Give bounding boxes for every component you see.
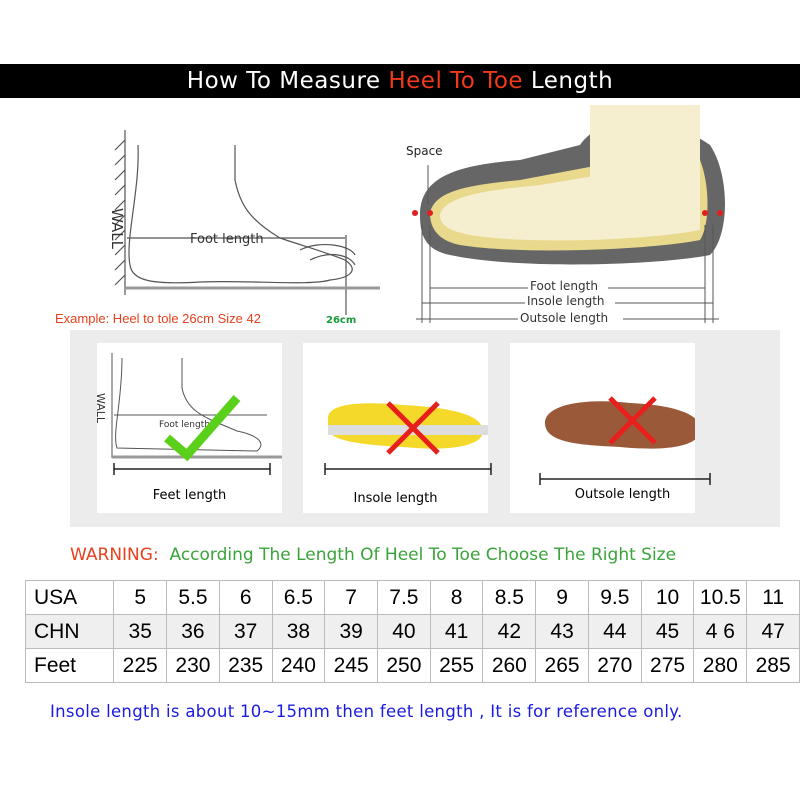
- table-cell: 7: [324, 580, 378, 615]
- table-cell: 265: [535, 648, 589, 683]
- warning-message: According The Length Of Heel To Toe Choo…: [169, 545, 677, 565]
- insole-length-bracket: [324, 463, 492, 475]
- reference-note: Insole length is about 10~15mm then feet…: [50, 702, 683, 721]
- table-row: Feet 225 230 235 240 245 250 255 260 265 270 275 280…: [24, 648, 800, 683]
- panel-label: Insole length: [353, 491, 438, 506]
- feet-length-bracket: [113, 463, 271, 475]
- table-cell: 235: [218, 648, 273, 683]
- panel-insole-length: Insole length: [303, 343, 492, 513]
- outsole-length-bracket: [539, 473, 711, 485]
- page-title: How To Measure Heel To Toe Length: [0, 64, 800, 98]
- table-cell: 40: [377, 614, 431, 649]
- foot-wall-diagram: WALL Foot length: [108, 130, 380, 315]
- cross-icon: [608, 396, 657, 445]
- table-cell: 36: [166, 614, 220, 649]
- table-cell: 37: [218, 614, 273, 649]
- inner-foot-length-label: Foot length: [159, 420, 210, 430]
- table-cell: 285: [746, 648, 800, 683]
- table-cell: 42: [482, 614, 537, 649]
- table-cell: 6: [218, 580, 273, 615]
- table-cell: 44: [587, 614, 642, 649]
- warning-prefix: WARNING:: [70, 545, 159, 565]
- outsole-illustration: [545, 396, 701, 449]
- table-cell: 245: [324, 648, 378, 683]
- size-table: USA 5 5.5 6 6.5 7 7.5 8 8.5 9 9.5 10 10.5 11 CHN 35 36 37…: [24, 580, 800, 683]
- warning-text: WARNING: According The Length Of Heel To…: [70, 545, 676, 565]
- wall-label: WALL: [108, 208, 126, 250]
- table-cell: 47: [746, 614, 800, 649]
- table-cell: 5: [113, 580, 168, 615]
- table-row: USA 5 5.5 6 6.5 7 7.5 8 8.5 9 9.5 10 10.5 11: [24, 580, 800, 615]
- foot-length-label: Foot length: [530, 279, 598, 293]
- table-cell: 4 6: [693, 614, 748, 649]
- title-suffix: Length: [523, 68, 614, 94]
- panel-label: Feet length: [152, 488, 227, 503]
- table-cell: 7.5: [377, 580, 431, 615]
- table-cell: 45: [640, 614, 695, 649]
- insole-length-label: Insole length: [527, 294, 605, 308]
- table-cell: 6.5: [271, 580, 326, 615]
- foot-length-label: Foot length: [190, 232, 264, 247]
- foot-illustration: WALL Foot length: [94, 353, 282, 462]
- table-cell: 10: [640, 580, 695, 615]
- table-cell: 11: [746, 580, 800, 615]
- outsole-length-label: Outsole length: [520, 311, 608, 325]
- table-row: CHN 35 36 37 38 39 40 41 42 43 44 45 4 6 47: [24, 614, 800, 649]
- space-label: Space: [406, 144, 443, 158]
- table-cell: 43: [535, 614, 589, 649]
- measure-mark: 26cm: [326, 315, 357, 326]
- title-prefix: How To Measure: [186, 68, 389, 94]
- table-cell: 270: [587, 648, 642, 683]
- check-icon: [164, 395, 241, 462]
- table-cell: 240: [271, 648, 326, 683]
- insole-illustration: [328, 401, 488, 455]
- table-cell: 250: [377, 648, 431, 683]
- row-header: CHN: [24, 614, 115, 649]
- panel-feet-length: WALL Foot length Feet length: [94, 343, 282, 513]
- table-cell: 39: [324, 614, 378, 649]
- row-header: USA: [24, 580, 115, 615]
- table-cell: 280: [693, 648, 748, 683]
- table-cell: 10.5: [693, 580, 748, 615]
- shoe-cross-section: Space Foot length Insole length Outsole …: [406, 105, 725, 325]
- example-text: Example: Heel to tole 26cm Size 42: [55, 311, 261, 326]
- table-cell: 41: [429, 614, 484, 649]
- table-cell: 230: [166, 648, 220, 683]
- table-cell: 9.5: [587, 580, 642, 615]
- table-cell: 260: [482, 648, 537, 683]
- table-cell: 275: [640, 648, 695, 683]
- panel-outsole-length: Outsole length: [510, 343, 711, 513]
- wall-hatch: [114, 139, 126, 286]
- table-cell: 255: [429, 648, 484, 683]
- table-cell: 8.5: [482, 580, 537, 615]
- table-cell: 5.5: [166, 580, 220, 615]
- table-cell: 8: [429, 580, 484, 615]
- panel-label: Outsole length: [574, 487, 671, 502]
- cross-icon: [386, 401, 440, 455]
- row-header: Feet: [24, 648, 115, 683]
- wall-label: WALL: [97, 393, 107, 424]
- table-cell: 35: [113, 614, 168, 649]
- title-highlight: Heel To Toe: [388, 68, 524, 94]
- table-cell: 38: [271, 614, 326, 649]
- table-cell: 225: [113, 648, 168, 683]
- table-cell: 9: [535, 580, 589, 615]
